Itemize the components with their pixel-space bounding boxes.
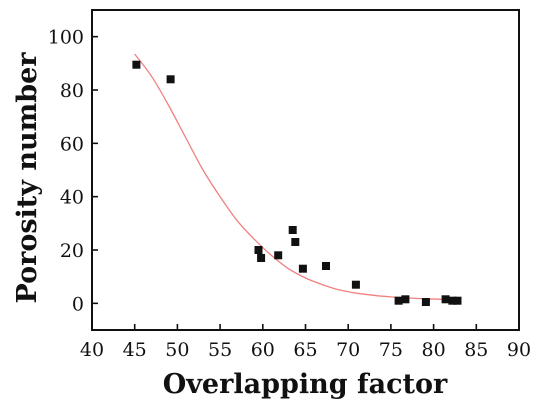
x-tick-label: 55	[208, 339, 232, 361]
y-tick-label: 100	[48, 27, 84, 49]
data-point	[351, 280, 360, 289]
x-tick-label: 40	[80, 339, 104, 361]
data-point	[291, 238, 300, 246]
data-point	[274, 251, 283, 260]
data-point	[166, 75, 175, 84]
data-point	[288, 226, 297, 234]
data-point	[132, 60, 141, 69]
y-tick-label: 20	[60, 240, 84, 262]
x-tick-label: 45	[123, 339, 147, 361]
data-point	[441, 295, 450, 304]
y-tick-label: 40	[60, 187, 84, 209]
x-tick-label: 50	[165, 339, 189, 361]
plot-frame	[91, 9, 520, 331]
y-tick-label: 60	[60, 133, 84, 155]
data-point	[421, 298, 430, 306]
x-tick-label: 90	[507, 339, 531, 361]
data-point	[394, 296, 403, 305]
data-points	[132, 60, 462, 306]
x-tick-label: 80	[422, 339, 446, 361]
data-point	[298, 264, 307, 273]
x-tick-label: 70	[336, 339, 360, 361]
x-axis-title: Overlapping factor	[163, 369, 448, 400]
x-tick-label: 65	[293, 339, 317, 361]
data-point	[254, 246, 263, 254]
data-point	[322, 262, 330, 270]
x-tick-label: 75	[379, 339, 403, 361]
y-tick-label: 0	[72, 293, 84, 315]
data-point	[453, 296, 462, 305]
fit-curve	[134, 53, 460, 301]
x-tick-label: 85	[464, 339, 488, 361]
data-point	[257, 254, 266, 262]
y-axis-title: Porosity number	[12, 52, 43, 304]
x-tick-label: 60	[251, 339, 275, 361]
data-point	[448, 296, 457, 305]
y-tick-label: 80	[60, 80, 84, 102]
data-point	[401, 295, 410, 304]
y-axis: 0 20 40 60 80 100	[48, 27, 98, 315]
x-axis: 40 45 50 55 60 65 70 75 80 85 90	[80, 324, 531, 361]
